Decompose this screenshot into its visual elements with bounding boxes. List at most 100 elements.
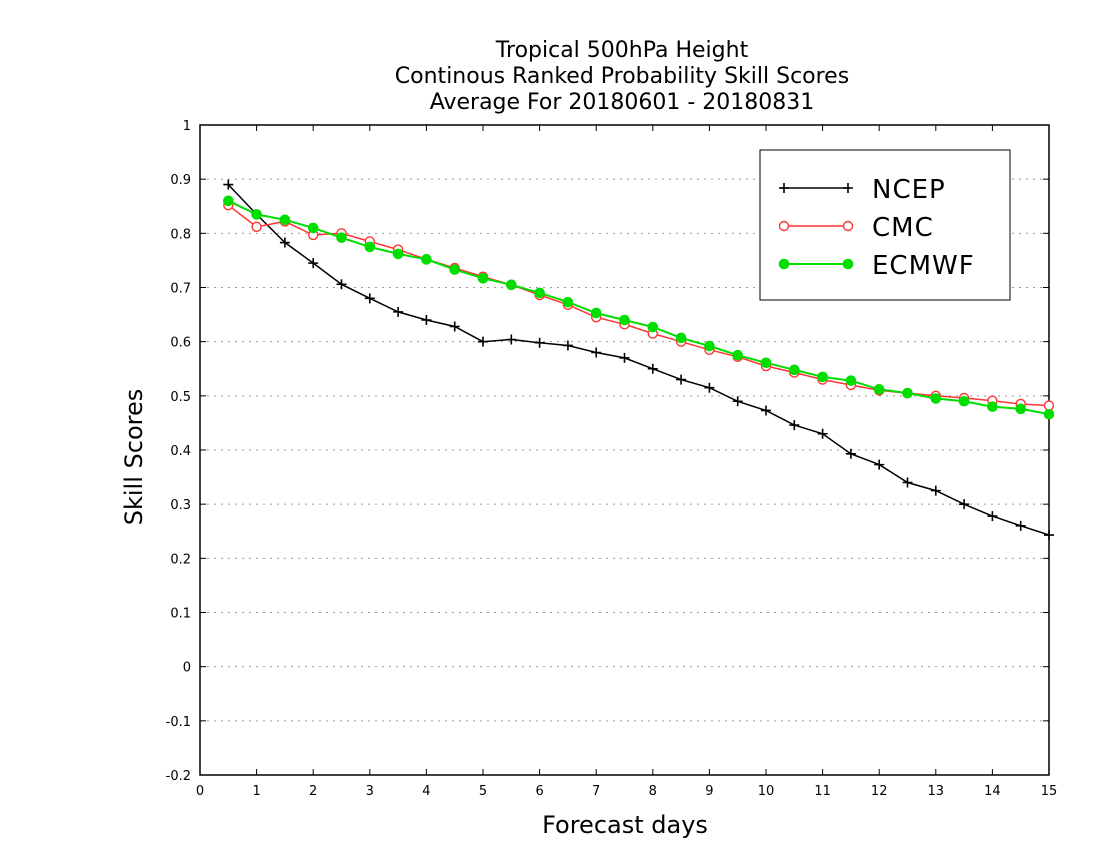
x-tick-label: 0 [196,784,204,799]
ecmwf-point [619,314,630,326]
ncep-point [336,279,347,290]
x-tick-label: 15 [1041,784,1058,799]
ecmwf-point [364,241,376,253]
title-line-3: Average For 20180601 - 20180831 [430,90,815,115]
ncep-point [647,363,658,374]
ncep-point [619,352,630,363]
ncep-point [761,405,771,416]
x-tick-label: 7 [592,784,600,799]
ecmwf-point [845,375,857,386]
ncep-point [591,347,602,358]
x-axis-label: Forecast days [542,811,708,839]
series-ecmwf [223,195,1055,420]
ncep-point [364,293,375,304]
x-tick-label: 2 [309,784,317,799]
ncep-point [874,459,885,470]
y-tick-label: 0.4 [170,444,191,459]
ecmwf-point [817,371,828,383]
x-tick-label: 5 [479,784,487,799]
ecmwf-point [1043,408,1055,420]
cmc-point [251,221,262,233]
x-tick-label: 1 [252,784,260,799]
ncep-point [534,337,545,348]
y-tick-label: 0.2 [170,552,191,567]
y-tick-label: -0.2 [166,769,191,784]
legend-label-ncep: NCEP [872,175,946,205]
ecmwf-point [704,340,715,352]
legend-label-cmc: CMC [872,213,934,243]
ecmwf-point [1015,403,1027,415]
ncep-point [279,237,290,248]
ecmwf-point [958,395,970,407]
y-tick-label: 0.7 [170,282,191,297]
y-axis-ticks: -0.2 -0.1 0 0.1 0.2 0.3 0.4 0.5 0.6 0.7 0.8 0.9 1 [166,119,1049,784]
ecmwf-point [902,387,913,399]
ncep-point [704,382,715,393]
legend-box [759,149,1011,301]
ncep-point [223,179,234,190]
x-tick-label: 8 [649,784,657,799]
ecmwf-point [647,321,659,333]
ncep-line [227,184,1050,536]
legend-marker-ncep [779,183,789,193]
ecmwf-point [477,272,489,284]
ncep-point [478,336,488,347]
ecmwf-point [223,195,234,207]
x-tick-label: 14 [984,784,1001,799]
ecmwf-point [732,349,744,361]
ncep-point [732,396,743,407]
ecmwf-point [336,232,347,243]
cmc-point [1043,400,1055,411]
x-tick-label: 9 [705,784,713,799]
legend-item-cmc: CMC [778,213,934,243]
ecmwf-point [590,307,602,319]
y-tick-label: 0.8 [170,227,191,242]
ncep-point [959,499,970,510]
y-tick-label: 0.6 [170,336,191,351]
legend-marker-cmc [842,220,854,232]
ncep-point [845,448,856,459]
ecmwf-point [251,209,262,220]
ncep-point [562,340,573,351]
ncep-point [393,306,404,317]
x-tick-label: 12 [871,784,888,799]
y-tick-label: 1 [183,119,191,134]
ecmwf-point [987,401,998,412]
ecmwf-point [562,296,574,308]
ncep-point [902,477,913,488]
ecmwf-point [449,264,461,275]
y-tick-label: 0.5 [170,390,191,405]
series-layer [223,179,1055,541]
ncep-point [817,428,828,439]
y-tick-label: 0.1 [170,607,191,622]
x-tick-label: 4 [422,784,430,799]
ncep-point [930,485,941,496]
ncep-point [1015,520,1026,531]
legend-marker-cmc [778,220,790,232]
x-tick-label: 10 [758,784,775,799]
x-tick-label: 3 [366,784,374,799]
y-axis-label: Skill Scores [120,389,148,526]
y-tick-label: 0 [183,661,191,676]
ncep-point [1044,530,1054,541]
legend-marker-ecmwf [842,258,854,270]
y-tick-label: 0.3 [170,498,191,513]
title-line-2: Continous Ranked Probability Skill Score… [395,64,849,89]
ncep-point [421,315,432,325]
ecmwf-point [873,384,885,395]
ncep-point [987,511,998,522]
x-tick-label: 13 [928,784,945,799]
legend-item-ecmwf: ECMWF [778,251,974,281]
legend: NCEP CMC ECMWF [759,149,1011,301]
ncep-point [789,420,800,431]
ncep-point [449,321,460,332]
ncep-point [506,334,517,345]
chart-title: Tropical 500hPa Height Continous Ranked … [395,38,849,115]
legend-item-ncep: NCEP [779,175,946,205]
ecmwf-point [307,222,319,234]
title-line-1: Tropical 500hPa Height [495,38,749,63]
x-tick-label: 6 [535,784,543,799]
ecmwf-point [279,214,291,226]
x-tick-label: 11 [814,784,831,799]
